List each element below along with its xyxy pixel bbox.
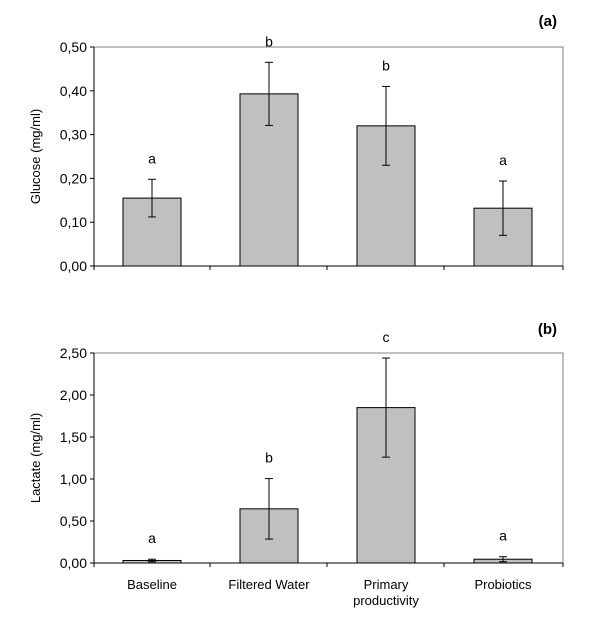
y-tick-label: 0,00 [60,555,87,571]
y-tick-label: 0,50 [60,39,87,55]
significance-letter: a [148,150,156,166]
y-tick-label: 1,50 [60,429,87,445]
y-tick-label: 0,10 [60,214,87,230]
y-axis-label: Glucose (mg/ml) [28,109,43,204]
y-tick-label: 0,20 [60,170,87,186]
y-tick-label: 0,40 [60,83,87,99]
significance-letter: a [499,528,507,544]
x-tick-label: Filtered Water [228,577,310,592]
significance-letter: a [148,530,156,546]
x-tick-label: Probiotics [474,577,532,592]
panel-label: (b) [538,321,557,338]
panel-label: (a) [539,13,557,30]
y-tick-label: 1,00 [60,471,87,487]
y-tick-label: 2,50 [60,345,87,361]
lactate-chart: 0,00 0,50 1,00 1,50 2,00 2,50 Lactate (mg/ml) (… [28,321,564,608]
y-tick-label: 2,00 [60,387,87,403]
significance-letter: c [383,329,390,345]
y-axis-label: Lactate (mg/ml) [28,413,43,503]
significance-letter: a [499,152,507,168]
significance-letter: b [265,33,273,49]
glucose-chart: 0,00 0,10 0,20 0,30 0,40 0,50 Glucose (mg/ml) (… [28,13,564,274]
x-tick-label: Baseline [127,577,177,592]
y-tick-label: 0,30 [60,127,87,143]
y-tick-label: 0,00 [60,258,87,274]
x-tick-label: productivity [353,593,419,608]
x-tick-label: Primary [364,577,409,592]
y-tick-label: 0,50 [60,513,87,529]
plot-frame [93,352,564,564]
significance-letter: b [265,450,273,466]
significance-letter: b [382,57,390,73]
